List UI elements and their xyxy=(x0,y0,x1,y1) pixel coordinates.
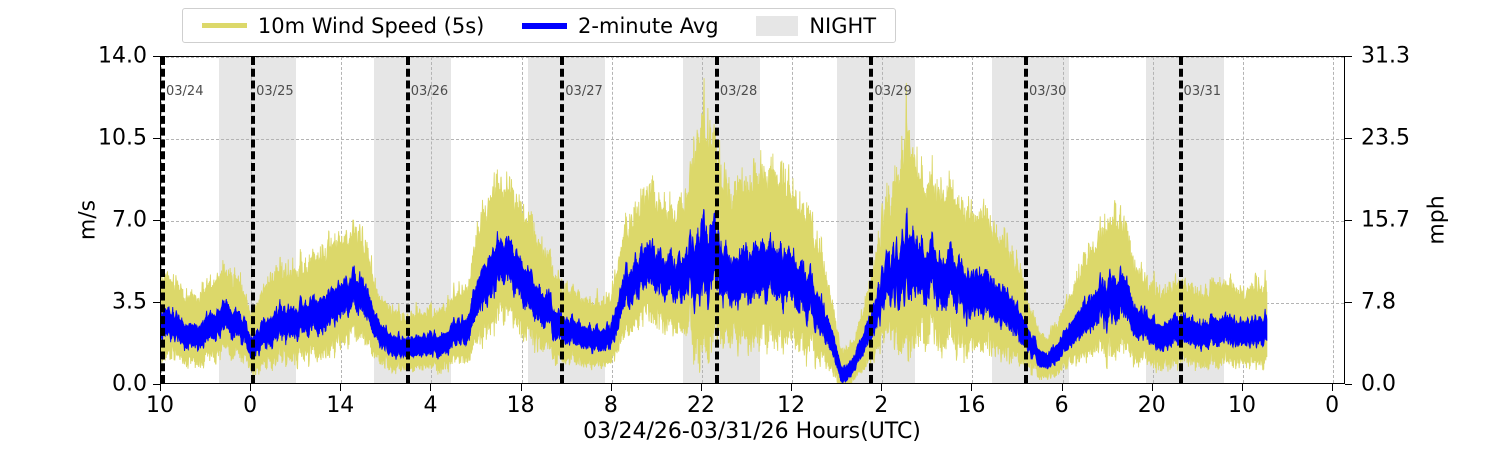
day-label: 03/30 xyxy=(1028,84,1067,99)
legend-label-2min-avg: 2-minute Avg xyxy=(578,13,719,38)
y-axis-tick-left xyxy=(153,384,160,385)
y-axis-tick-right xyxy=(1345,56,1352,57)
y-axis-tick-right xyxy=(1345,384,1352,385)
x-axis-tick xyxy=(700,384,702,391)
x-axis-tick xyxy=(160,384,161,391)
vertical-gridline xyxy=(1242,57,1244,383)
x-axis-tick xyxy=(340,384,342,391)
x-axis-tick xyxy=(791,384,793,391)
legend-line-2min-avg xyxy=(522,22,568,29)
y-axis-tick-label-left: 7.0 xyxy=(112,207,147,233)
legend-line-5s-wind xyxy=(201,23,247,28)
chart-legend: 10m Wind Speed (5s) 2-minute Avg NIGHT xyxy=(182,8,896,43)
y-axis-tick-left xyxy=(153,220,160,221)
y-axis-label-right: mph xyxy=(1424,195,1450,245)
y-axis-tick-label-right: 23.5 xyxy=(1361,125,1410,151)
y-axis-tick-label-right: 15.7 xyxy=(1361,207,1410,233)
x-axis-tick xyxy=(1332,384,1334,391)
vertical-gridline xyxy=(611,57,613,383)
day-divider-line xyxy=(251,57,256,383)
legend-item-5s-wind: 10m Wind Speed (5s) xyxy=(201,13,485,38)
vertical-gridline xyxy=(341,57,343,383)
horizontal-gridline xyxy=(161,57,1344,58)
y-axis-tick-label-right: 0.0 xyxy=(1361,371,1396,397)
day-divider-line xyxy=(869,57,874,383)
x-axis-tick xyxy=(1061,384,1063,391)
day-divider-line xyxy=(1178,57,1183,383)
x-axis-tick-label: 16 xyxy=(957,393,986,418)
day-label: 03/25 xyxy=(256,84,294,99)
x-axis-tick-label: 12 xyxy=(777,393,806,418)
x-axis-tick xyxy=(1241,384,1243,391)
legend-patch-night xyxy=(756,15,799,36)
day-label: 03/31 xyxy=(1183,84,1222,99)
x-axis-tick xyxy=(250,384,252,391)
wind-series-svg xyxy=(161,78,1268,383)
day-label: 03/24 xyxy=(166,84,204,99)
x-axis-tick-label: 20 xyxy=(1137,393,1166,418)
x-axis-tick-label: 2 xyxy=(874,393,889,418)
legend-item-night: NIGHT xyxy=(756,14,876,38)
day-divider-line xyxy=(405,57,410,383)
plot-area: 03/24 03/25 03/26 03/27 03/28 03/29 03/30 03/31 xyxy=(160,56,1345,384)
x-axis-tick-label: 4 xyxy=(423,393,438,418)
x-axis-tick xyxy=(881,384,883,391)
vertical-gridline xyxy=(1152,57,1154,383)
x-axis-tick-label: 10 xyxy=(1227,393,1256,418)
x-axis-tick-label: 18 xyxy=(506,393,535,418)
day-label: 03/29 xyxy=(874,84,912,99)
x-axis-tick xyxy=(430,384,432,391)
day-divider-line xyxy=(714,57,719,383)
y-axis-tick-left xyxy=(153,56,160,57)
x-axis-label: 03/24/26-03/31/26 Hours(UTC) xyxy=(583,419,921,444)
y-axis-tick-left xyxy=(153,138,160,139)
legend-label-5s-wind: 10m Wind Speed (5s) xyxy=(257,13,485,38)
day-divider-line xyxy=(560,57,565,383)
x-axis-tick-label: 6 xyxy=(1054,393,1069,418)
x-axis-tick-label: 22 xyxy=(686,393,715,418)
x-axis-tick-label: 14 xyxy=(326,393,355,418)
day-label: 03/28 xyxy=(719,84,758,99)
x-axis-tick-label: 8 xyxy=(603,393,618,418)
y-axis-tick-label-left: 0.0 xyxy=(112,371,147,397)
x-axis-tick-label: 0 xyxy=(243,393,258,418)
horizontal-gridline xyxy=(161,139,1344,140)
vertical-gridline xyxy=(1333,57,1335,383)
legend-label-night: NIGHT xyxy=(809,13,877,38)
day-label: 03/27 xyxy=(565,84,603,99)
y-axis-tick-right xyxy=(1345,302,1352,303)
y-axis-tick-label-right: 31.3 xyxy=(1361,43,1410,69)
x-axis-tick xyxy=(610,384,612,391)
x-axis-tick-label: 10 xyxy=(146,393,174,418)
day-divider-line xyxy=(161,57,165,383)
day-label: 03/26 xyxy=(410,84,449,99)
y-axis-label-left: m/s xyxy=(75,199,101,241)
y-axis-tick-right xyxy=(1345,220,1352,221)
x-axis-tick-label: 0 xyxy=(1325,393,1340,418)
y-axis-tick-label-left: 3.5 xyxy=(112,289,147,315)
series-2min-avg xyxy=(161,207,1268,383)
y-axis-tick-left xyxy=(153,302,160,303)
y-axis-tick-label-left: 14.0 xyxy=(98,43,147,69)
x-axis-tick xyxy=(971,384,973,391)
legend-item-2min-avg: 2-minute Avg xyxy=(522,14,719,38)
vertical-gridline xyxy=(431,57,433,383)
y-axis-tick-label-right: 7.8 xyxy=(1361,289,1396,315)
day-divider-line xyxy=(1023,57,1028,383)
y-axis-tick-label-left: 10.5 xyxy=(98,125,147,151)
vertical-gridline xyxy=(1062,57,1064,383)
x-axis-tick xyxy=(1151,384,1153,391)
x-axis-tick xyxy=(520,384,522,391)
y-axis-tick-right xyxy=(1345,138,1352,139)
